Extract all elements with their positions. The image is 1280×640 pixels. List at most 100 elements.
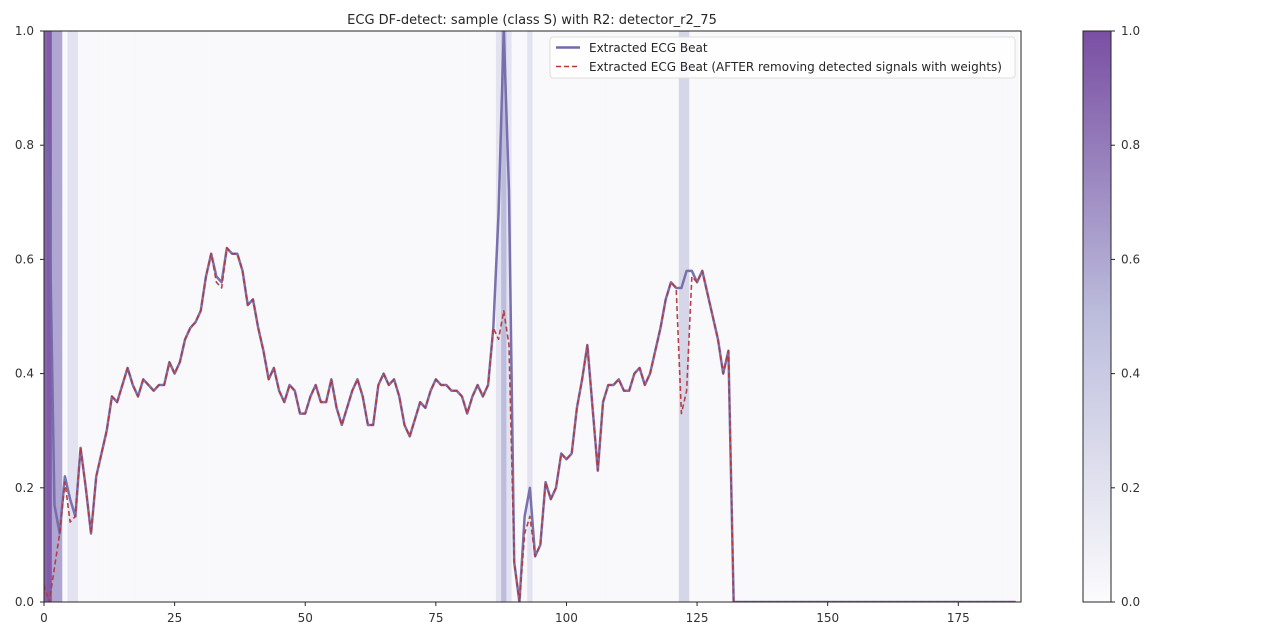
weight-band bbox=[44, 31, 47, 602]
weight-band bbox=[516, 31, 523, 602]
weight-band bbox=[720, 31, 727, 602]
weight-band bbox=[1007, 31, 1014, 602]
weight-band bbox=[647, 31, 653, 602]
weight-band bbox=[741, 31, 748, 602]
weight-band bbox=[276, 31, 283, 602]
x-axis: 0 25 50 75 100 125 150 175 bbox=[40, 602, 970, 625]
weight-band bbox=[333, 31, 340, 602]
x-tick-label: 75 bbox=[428, 611, 443, 625]
weight-band bbox=[219, 31, 225, 602]
weight-band bbox=[877, 31, 883, 602]
legend-label-after-removal: Extracted ECG Beat (AFTER removing detec… bbox=[589, 60, 1002, 74]
weight-band bbox=[642, 31, 648, 602]
weight-band bbox=[522, 31, 528, 602]
weight-band bbox=[187, 31, 194, 602]
weight-band bbox=[684, 31, 690, 602]
weight-band bbox=[145, 31, 152, 602]
weight-band bbox=[731, 31, 737, 602]
y-tick-label: 0.6 bbox=[15, 252, 34, 266]
weight-band bbox=[929, 31, 936, 602]
weight-band bbox=[621, 31, 627, 602]
weight-band bbox=[913, 31, 920, 602]
weight-band bbox=[589, 31, 596, 602]
weight-band bbox=[851, 31, 857, 602]
x-tick-label: 175 bbox=[947, 611, 970, 625]
weight-band bbox=[344, 31, 350, 602]
weight-band bbox=[600, 31, 606, 602]
y-tick-label: 0.2 bbox=[15, 481, 34, 495]
weight-band bbox=[46, 31, 53, 602]
weight-band bbox=[161, 31, 168, 602]
weight-band bbox=[772, 31, 779, 602]
weight-band bbox=[172, 31, 178, 602]
weight-band bbox=[762, 31, 768, 602]
weight-band bbox=[370, 31, 377, 602]
weight-band bbox=[412, 31, 418, 602]
weight-band bbox=[856, 31, 862, 602]
weight-band bbox=[997, 31, 1004, 602]
y-tick-label: 1.0 bbox=[15, 24, 34, 38]
x-tick-label: 125 bbox=[686, 611, 709, 625]
weight-band bbox=[297, 31, 303, 602]
weight-band bbox=[140, 31, 147, 602]
weight-band bbox=[485, 31, 492, 602]
weight-band bbox=[255, 31, 262, 602]
weight-band bbox=[88, 31, 94, 602]
weight-band bbox=[480, 31, 486, 602]
weight-band bbox=[114, 31, 121, 602]
weight-band bbox=[360, 31, 366, 602]
weight-band bbox=[302, 31, 309, 602]
x-tick-label: 50 bbox=[298, 611, 313, 625]
weight-band bbox=[72, 31, 79, 602]
weight-band bbox=[542, 31, 549, 602]
y-tick-label: 0.4 bbox=[15, 367, 34, 381]
weight-band bbox=[960, 31, 967, 602]
weight-band bbox=[563, 31, 570, 602]
weight-band bbox=[323, 31, 330, 602]
weight-band bbox=[898, 31, 904, 602]
weight-band bbox=[292, 31, 298, 602]
chart-title: ECG DF-detect: sample (class S) with R2:… bbox=[347, 13, 717, 28]
weight-band bbox=[124, 31, 131, 602]
weight-band bbox=[109, 31, 115, 602]
weight-band bbox=[882, 31, 889, 602]
weight-band bbox=[213, 31, 220, 602]
weight-band bbox=[281, 31, 288, 602]
x-tick-label: 0 bbox=[40, 611, 48, 625]
weight-band bbox=[51, 31, 58, 602]
weight-band bbox=[464, 31, 471, 602]
legend-box bbox=[549, 36, 1016, 79]
weight-band bbox=[584, 31, 591, 602]
weight-band bbox=[845, 31, 852, 602]
weight-band bbox=[626, 31, 633, 602]
weight-band bbox=[678, 31, 685, 602]
weight-band bbox=[699, 31, 706, 602]
colorbar-tick-label: 1.0 bbox=[1121, 24, 1140, 38]
weight-band bbox=[501, 31, 507, 602]
weight-band bbox=[966, 31, 972, 602]
weight-band bbox=[798, 31, 805, 602]
colorbar bbox=[1082, 30, 1112, 603]
weight-band bbox=[130, 31, 136, 602]
weight-band bbox=[250, 31, 256, 602]
weight-band bbox=[407, 31, 413, 602]
weight-band bbox=[239, 31, 246, 602]
weight-band bbox=[725, 31, 732, 602]
weight-band bbox=[224, 31, 230, 602]
weight-band bbox=[673, 31, 680, 602]
weight-band bbox=[443, 31, 450, 602]
weight-band bbox=[119, 31, 126, 602]
weight-band bbox=[527, 31, 533, 602]
weight-band bbox=[903, 31, 909, 602]
x-tick-label: 100 bbox=[555, 611, 578, 625]
weight-band bbox=[574, 31, 580, 602]
series-line-after-removal bbox=[44, 247, 1016, 602]
weight-band bbox=[610, 31, 617, 602]
weight-band bbox=[987, 31, 993, 602]
weight-band bbox=[751, 31, 758, 602]
weight-band bbox=[1013, 31, 1019, 602]
series-lines bbox=[44, 31, 1016, 602]
x-tick-label: 150 bbox=[816, 611, 839, 625]
weight-band bbox=[271, 31, 277, 602]
weight-band bbox=[636, 31, 643, 602]
